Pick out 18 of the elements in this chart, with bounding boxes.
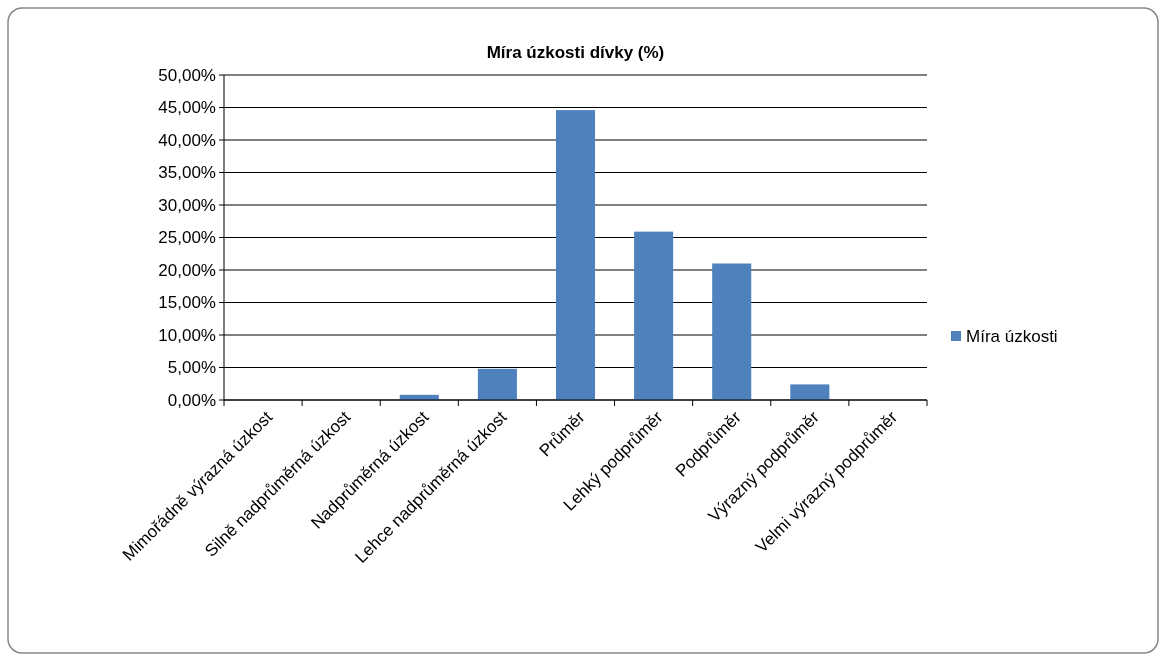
y-tick-label: 50,00% xyxy=(158,65,216,85)
y-tick-label: 40,00% xyxy=(158,130,216,150)
bar xyxy=(790,384,830,400)
y-tick-label: 15,00% xyxy=(158,293,216,313)
y-tick-label: 10,00% xyxy=(158,325,216,345)
chart-title: Míra úzkosti dívky (%) xyxy=(486,43,665,62)
bar xyxy=(712,263,752,400)
legend-label: Míra úzkosti xyxy=(966,326,1058,346)
y-tick-label: 20,00% xyxy=(158,260,216,280)
y-tick-label: 35,00% xyxy=(158,163,216,183)
bar xyxy=(555,110,596,400)
y-tick-label: 5,00% xyxy=(167,358,216,378)
bar xyxy=(634,231,674,400)
y-tick-label: 30,00% xyxy=(158,195,216,215)
bar xyxy=(477,368,517,400)
y-tick-label: 0,00% xyxy=(167,390,216,410)
y-tick-label: 25,00% xyxy=(158,228,216,248)
y-tick-label: 45,00% xyxy=(158,98,216,118)
